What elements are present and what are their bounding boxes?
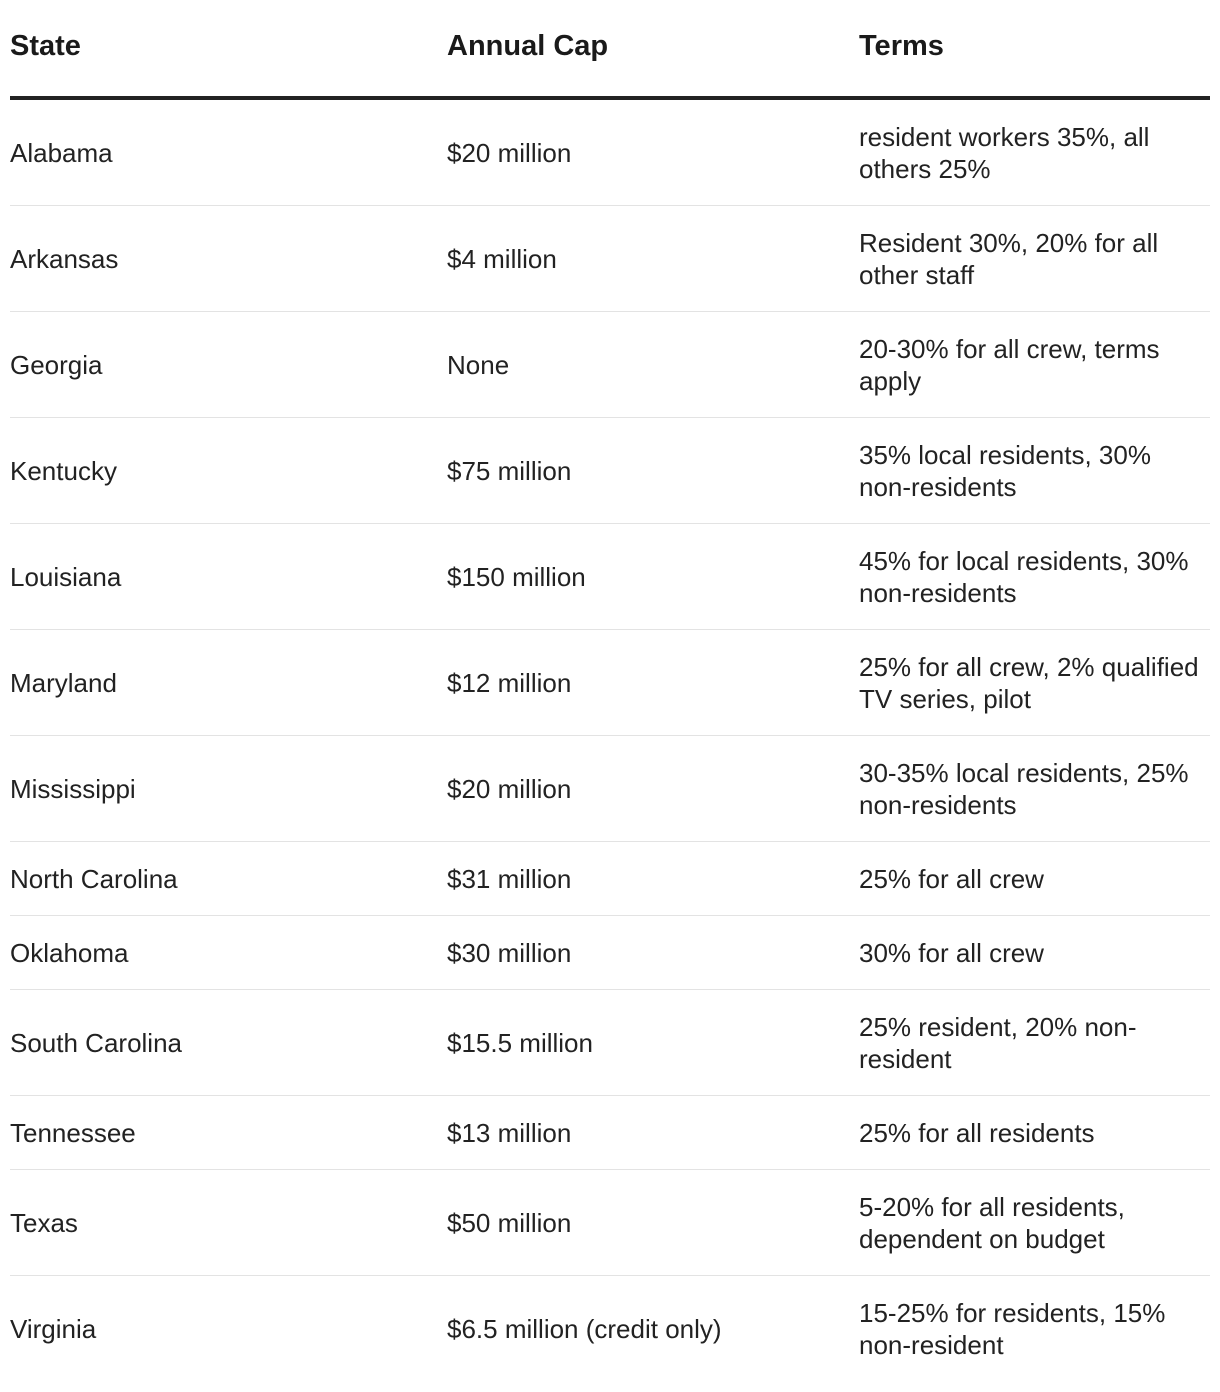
cell-terms: 5-20% for all residents, dependent on bu… [859,1169,1210,1276]
cell-annual-cap: $20 million [447,735,859,842]
cell-state: Georgia [10,311,447,418]
table-body: Alabama $20 million resident workers 35%… [10,98,1210,1381]
cell-terms: 30% for all crew [859,915,1210,990]
table-row: Oklahoma $30 million 30% for all crew [10,915,1210,990]
cell-state: Maryland [10,629,447,736]
cell-annual-cap: $50 million [447,1169,859,1276]
cell-terms: 25% resident, 20% non-resident [859,989,1210,1096]
table-row: Texas $50 million 5-20% for all resident… [10,1169,1210,1276]
cell-terms: 30-35% local residents, 25% non-resident… [859,735,1210,842]
table-row: Tennessee $13 million 25% for all reside… [10,1095,1210,1170]
cell-annual-cap: $15.5 million [447,989,859,1096]
table-row: Mississippi $20 million 30-35% local res… [10,735,1210,842]
cell-state: Alabama [10,98,447,206]
incentives-table-container: State Annual Cap Terms Alabama $20 milli… [10,0,1210,1381]
cell-terms: resident workers 35%, all others 25% [859,98,1210,206]
cell-terms: 25% for all crew [859,841,1210,916]
cell-state: North Carolina [10,841,447,916]
incentives-table: State Annual Cap Terms Alabama $20 milli… [10,0,1210,1381]
header-annual-cap: Annual Cap [447,0,859,100]
cell-state: Tennessee [10,1095,447,1170]
table-row: Arkansas $4 million Resident 30%, 20% fo… [10,205,1210,312]
header-state: State [10,0,447,100]
cell-state: Oklahoma [10,915,447,990]
table-header: State Annual Cap Terms [10,0,1210,100]
cell-annual-cap: $75 million [447,417,859,524]
table-row: North Carolina $31 million 25% for all c… [10,841,1210,916]
cell-annual-cap: $150 million [447,523,859,630]
cell-terms: 15-25% for residents, 15% non-resident [859,1297,1166,1360]
cell-state: Mississippi [10,735,447,842]
cell-terms: 25% for all crew, 2% qualified TV series… [859,629,1210,736]
cell-state: Arkansas [10,205,447,312]
table-row: Alabama $20 million resident workers 35%… [10,98,1210,206]
cell-terms: Resident 30%, 20% for all other staff [859,205,1210,312]
table-row: Virginia $6.5 million (credit only) 15-2… [10,1276,1210,1382]
table-row: South Carolina $15.5 million 25% residen… [10,989,1210,1096]
cell-annual-cap: $20 million [447,98,859,206]
cell-annual-cap: None [447,311,859,418]
cell-annual-cap: $12 million [447,629,859,736]
cell-annual-cap: $13 million [447,1095,859,1170]
cell-state: South Carolina [10,989,447,1096]
cell-annual-cap: $31 million [447,841,859,916]
cell-state: Kentucky [10,417,447,524]
cell-annual-cap: $6.5 million (credit only) [447,1313,722,1344]
cell-terms: 20-30% for all crew, terms apply [859,311,1210,418]
table-row: Louisiana $150 million 45% for local res… [10,523,1210,630]
cell-terms: 35% local residents, 30% non-residents [859,417,1210,524]
table-row: Kentucky $75 million 35% local residents… [10,417,1210,524]
cell-state: Texas [10,1169,447,1276]
cell-terms: 45% for local residents, 30% non-residen… [859,523,1210,630]
cell-annual-cap: $30 million [447,915,859,990]
header-terms: Terms [859,0,1210,100]
cell-annual-cap: $4 million [447,205,859,312]
cell-state: Louisiana [10,523,447,630]
header-row: State Annual Cap Terms [10,0,1210,100]
cell-state: Virginia [10,1313,97,1344]
table-row: Georgia None 20-30% for all crew, terms … [10,311,1210,418]
table-row: Maryland $12 million 25% for all crew, 2… [10,629,1210,736]
cell-terms: 25% for all residents [859,1095,1210,1170]
